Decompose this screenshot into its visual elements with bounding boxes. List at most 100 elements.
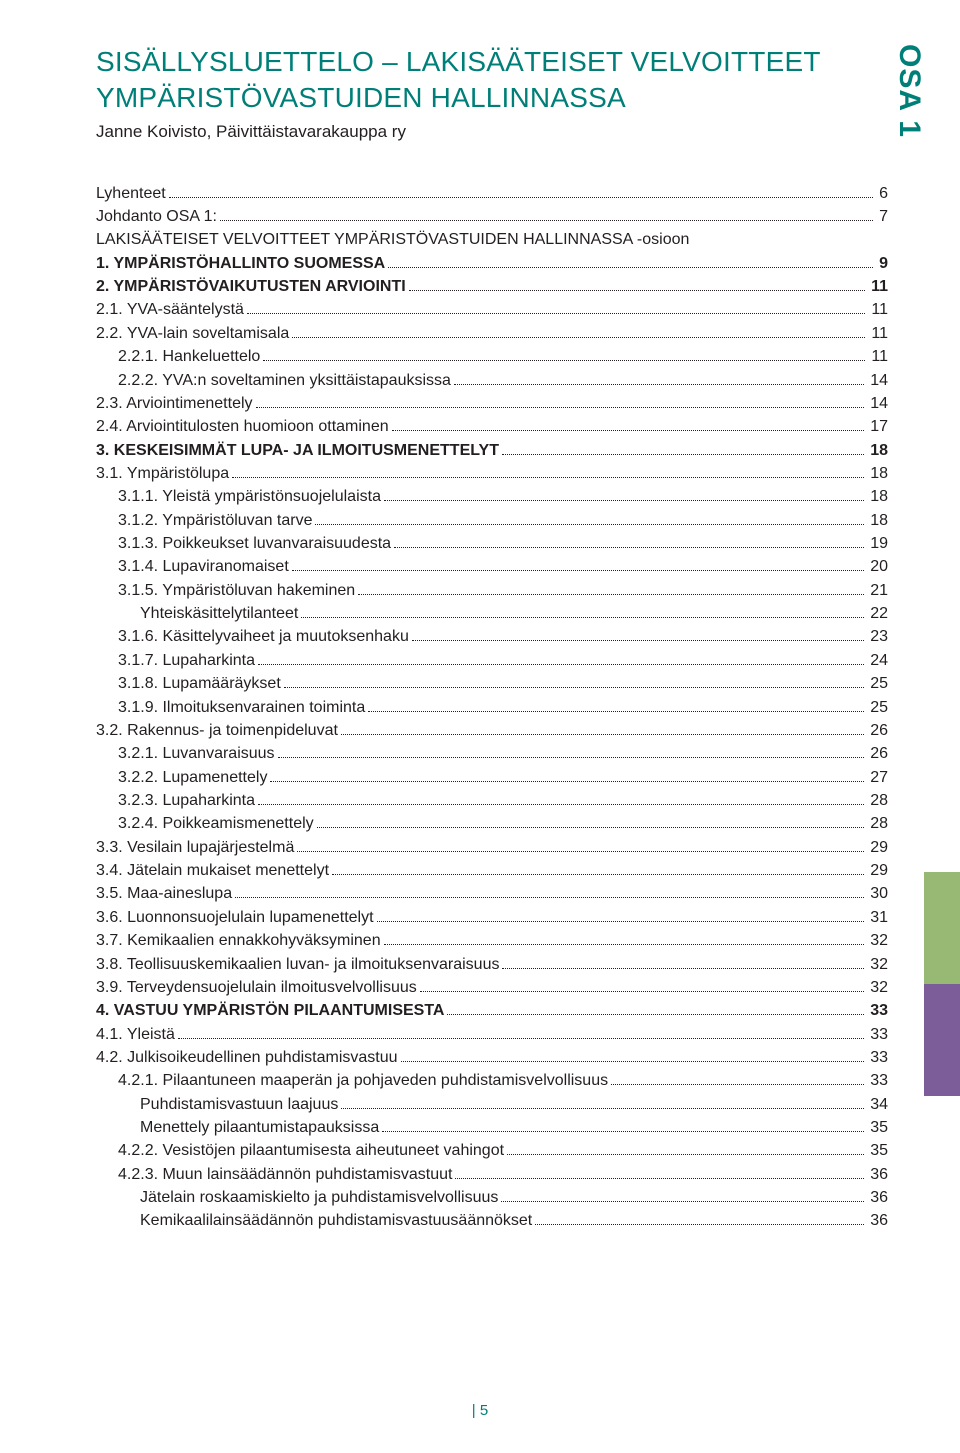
toc-label: 3.1. Ympäristölupa <box>96 462 229 485</box>
toc-label: Kemikaalilainsäädännön puhdistamisvastuu… <box>140 1209 532 1232</box>
toc-page: 26 <box>866 719 888 742</box>
toc-leader-dots <box>169 197 873 198</box>
toc-page: 30 <box>866 882 888 905</box>
toc-row: 2.4. Arviointitulosten huomioon ottamine… <box>96 415 888 438</box>
toc-row: 3.2. Rakennus- ja toimenpideluvat 26 <box>96 719 888 742</box>
toc-leader-dots <box>332 874 864 875</box>
toc-row: Yhteiskäsittelytilanteet22 <box>96 602 888 625</box>
toc-leader-dots <box>358 594 864 595</box>
toc-leader-dots <box>235 897 864 898</box>
toc-row: 4.2. Julkisoikeudellinen puhdistamisvast… <box>96 1046 888 1069</box>
toc-label: Jätelain roskaamiskielto ja puhdistamisv… <box>140 1186 498 1209</box>
toc-label: Puhdistamisvastuun laajuus <box>140 1093 338 1116</box>
toc-page: 24 <box>866 649 888 672</box>
toc-row: 3.2.3. Lupaharkinta28 <box>96 789 888 812</box>
toc-label: 4.2.3. Muun lainsäädännön puhdistamisvas… <box>118 1163 452 1186</box>
toc-page: 29 <box>866 859 888 882</box>
accent-green-tab <box>924 872 960 984</box>
toc-leader-dots <box>412 640 864 641</box>
toc-leader-dots <box>384 500 864 501</box>
toc-leader-dots <box>535 1224 864 1225</box>
toc-row: 2.1. YVA-sääntelystä11 <box>96 298 888 321</box>
toc-row: 2.2. YVA-lain soveltamisala11 <box>96 322 888 345</box>
toc-leader-dots <box>263 360 865 361</box>
toc-leader-dots <box>258 804 864 805</box>
toc-label: 3.1.1. Yleistä ympäristönsuojelulaista <box>118 485 381 508</box>
toc-page: 26 <box>866 742 888 765</box>
toc-leader-dots <box>178 1038 864 1039</box>
toc-row: Menettely pilaantumistapauksissa 35 <box>96 1116 888 1139</box>
toc-leader-dots <box>454 384 864 385</box>
table-of-contents: Lyhenteet6Johdanto OSA 1:7LAKISÄÄTEISET … <box>96 182 888 1233</box>
toc-row: 3.2.2. Lupamenettely27 <box>96 766 888 789</box>
toc-page: 22 <box>866 602 888 625</box>
toc-label: 3.4. Jätelain mukaiset menettelyt <box>96 859 329 882</box>
toc-page: 36 <box>866 1209 888 1232</box>
toc-page: 25 <box>866 672 888 695</box>
toc-row: 1. YMPÄRISTÖHALLINTO SUOMESSA9 <box>96 252 888 275</box>
toc-leader-dots <box>247 313 865 314</box>
toc-label: 3.2. Rakennus- ja toimenpideluvat <box>96 719 338 742</box>
toc-label: 3.1.9. Ilmoituksenvarainen toiminta <box>118 696 365 719</box>
toc-label: 3.5. Maa-aineslupa <box>96 882 232 905</box>
toc-page: 11 <box>867 275 888 298</box>
toc-leader-dots <box>611 1084 864 1085</box>
toc-row: Johdanto OSA 1:7 <box>96 205 888 228</box>
toc-label: 3.9. Terveydensuojelulain ilmoitusvelvol… <box>96 976 417 999</box>
toc-row: 4.2.3. Muun lainsäädännön puhdistamisvas… <box>96 1163 888 1186</box>
toc-leader-dots <box>420 991 864 992</box>
toc-label: 2.2.2. YVA:n soveltaminen yksittäistapau… <box>118 369 451 392</box>
toc-label: Menettely pilaantumistapauksissa <box>140 1116 379 1139</box>
toc-row: 3.1.9. Ilmoituksenvarainen toiminta 25 <box>96 696 888 719</box>
toc-leader-dots <box>317 827 865 828</box>
toc-leader-dots <box>315 524 864 525</box>
toc-page: 34 <box>866 1093 888 1116</box>
toc-page: 21 <box>866 579 888 602</box>
toc-page: 33 <box>866 1046 888 1069</box>
toc-leader-dots <box>384 944 865 945</box>
toc-label: 3.1.4. Lupaviranomaiset <box>118 555 289 578</box>
toc-page: 25 <box>866 696 888 719</box>
toc-page: 32 <box>866 976 888 999</box>
toc-leader-dots <box>292 570 864 571</box>
toc-row: 3.7. Kemikaalien ennakkohyväksyminen32 <box>96 929 888 952</box>
toc-row: 3.1.6. Käsittelyvaiheet ja muutoksenhaku… <box>96 625 888 648</box>
toc-page: 27 <box>866 766 888 789</box>
toc-label: 2.2.1. Hankeluettelo <box>118 345 260 368</box>
toc-page: 19 <box>866 532 888 555</box>
toc-label: 3.1.2. Ympäristöluvan tarve <box>118 509 312 532</box>
toc-label: 2.4. Arviointitulosten huomioon ottamine… <box>96 415 389 438</box>
toc-leader-dots <box>301 617 864 618</box>
toc-row: 3.6. Luonnonsuojelulain lupamenettelyt31 <box>96 906 888 929</box>
toc-leader-dots <box>270 781 864 782</box>
toc-page: 33 <box>866 1069 888 1092</box>
toc-row: 2.2.1. Hankeluettelo11 <box>96 345 888 368</box>
section-side-tab: OSA 1 <box>892 44 926 138</box>
toc-row: 2.2.2. YVA:n soveltaminen yksittäistapau… <box>96 369 888 392</box>
toc-row: 3.1.4. Lupaviranomaiset20 <box>96 555 888 578</box>
toc-label: 2.3. Arviointimenettely <box>96 392 253 415</box>
toc-row: Jätelain roskaamiskielto ja puhdistamisv… <box>96 1186 888 1209</box>
toc-row: 4.1. Yleistä33 <box>96 1023 888 1046</box>
toc-label: 3.8. Teollisuuskemikaalien luvan- ja ilm… <box>96 953 499 976</box>
toc-page: 35 <box>866 1116 888 1139</box>
toc-label: 3.2.4. Poikkeamismenettely <box>118 812 314 835</box>
toc-leader-dots <box>258 664 864 665</box>
toc-label: 3.7. Kemikaalien ennakkohyväksyminen <box>96 929 381 952</box>
toc-row: 3.9. Terveydensuojelulain ilmoitusvelvol… <box>96 976 888 999</box>
toc-leader-dots <box>377 921 865 922</box>
toc-label: 1. YMPÄRISTÖHALLINTO SUOMESSA <box>96 252 385 275</box>
toc-row: 3.2.4. Poikkeamismenettely28 <box>96 812 888 835</box>
toc-leader-dots <box>502 454 864 455</box>
toc-leader-dots <box>278 757 865 758</box>
toc-label: 3. KESKEISIMMÄT LUPA- JA ILMOITUSMENETTE… <box>96 439 499 462</box>
toc-page: 36 <box>866 1186 888 1209</box>
toc-leader-dots <box>368 711 864 712</box>
toc-page: 32 <box>866 953 888 976</box>
toc-leader-dots <box>292 337 865 338</box>
page-number: | 5 <box>472 1402 488 1419</box>
toc-page: 14 <box>866 369 888 392</box>
toc-row: 4.2.1. Pilaantuneen maaperän ja pohjaved… <box>96 1069 888 1092</box>
toc-label: 3.1.7. Lupaharkinta <box>118 649 255 672</box>
toc-label: 3.6. Luonnonsuojelulain lupamenettelyt <box>96 906 374 929</box>
